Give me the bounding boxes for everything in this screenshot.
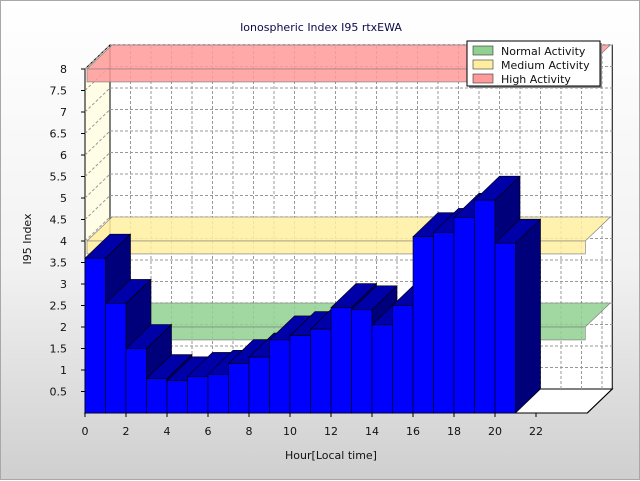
legend-swatch [472, 45, 494, 56]
x-tick-label: 2 [123, 425, 130, 438]
bar-front [310, 328, 332, 414]
y-tick-label: 0.5 [50, 386, 68, 399]
grid-line-side [84, 44, 111, 70]
bar-front [412, 236, 434, 414]
grid-line-side [84, 152, 111, 177]
bar-front [166, 380, 188, 414]
y-tick-label: 4 [60, 235, 67, 248]
bar-front [474, 199, 496, 414]
bar-front [371, 324, 393, 414]
x-tick-label: 10 [283, 425, 297, 438]
y-tick-label: 7 [60, 106, 67, 119]
grid-line-side [84, 87, 111, 113]
bar-front [453, 217, 475, 414]
x-tick-label: 20 [488, 425, 502, 438]
y-tick-label: 3.5 [50, 257, 68, 270]
grid-line-side [84, 216, 111, 242]
bar-front [248, 356, 270, 414]
y-tick-label: 5 [60, 192, 67, 205]
legend-label: High Activity [501, 73, 571, 86]
bar-front [84, 257, 106, 414]
x-tick-label: 18 [447, 425, 461, 438]
bar-front [207, 373, 229, 414]
y-tick-label: 1.5 [50, 343, 68, 356]
legend-swatch [472, 59, 494, 70]
x-tick-label: 14 [365, 425, 379, 438]
bar [494, 218, 542, 414]
bar-side [515, 218, 541, 414]
bar-front [105, 303, 127, 414]
y-tick-label: 4.5 [50, 214, 68, 227]
bar-front [289, 335, 311, 414]
grid-line-side [84, 109, 111, 134]
x-tick-label: 12 [324, 425, 338, 438]
x-tick-label: 16 [406, 425, 420, 438]
y-tick-label: 2 [60, 321, 67, 334]
bar-front [125, 348, 147, 414]
x-tick-label: 4 [164, 425, 171, 438]
bar-front [269, 339, 291, 414]
bar-front [351, 309, 373, 414]
legend-label: Normal Activity [501, 45, 586, 58]
bar-front [433, 232, 455, 414]
chart-title: Ionospheric Index I95 rtxEWA [240, 21, 402, 34]
y-tick-label: 3 [60, 278, 67, 291]
y-tick-label: 8 [60, 63, 67, 76]
y-axis-label: I95 Index [21, 213, 34, 265]
y-tick-label: 6.5 [50, 128, 68, 141]
bar-front [494, 242, 516, 414]
bar-front [146, 378, 168, 414]
floor-edge [586, 388, 613, 414]
grid-line-side [84, 195, 111, 220]
x-axis-label: Hour[Local time] [285, 449, 377, 462]
legend-swatch [472, 73, 494, 84]
x-tick-label: 6 [205, 425, 212, 438]
grid-line-side [84, 173, 111, 199]
axis-ticks: 0.5 1 1.5 2 2.5 3 3.5 4 4.5 5 5.5 6 6.5 7 7.5 8 0 2 4 6 8 10 1… [50, 63, 544, 438]
y-tick-label: 2.5 [50, 300, 68, 313]
y-tick-label: 6 [60, 149, 67, 162]
bar-series [84, 175, 542, 414]
x-tick-label: 8 [246, 425, 253, 438]
legend-label: Medium Activity [501, 59, 590, 72]
grid-line-side [84, 130, 111, 156]
x-tick-label: 0 [82, 425, 89, 438]
bar-front [228, 363, 250, 414]
y-tick-label: 1 [60, 364, 67, 377]
bar-front [330, 307, 352, 414]
x-tick-label: 22 [529, 425, 543, 438]
y-tick-label: 7.5 [50, 85, 68, 98]
bar-front [187, 376, 209, 414]
bar-front [392, 305, 414, 414]
y-tick-label: 5.5 [50, 171, 68, 184]
